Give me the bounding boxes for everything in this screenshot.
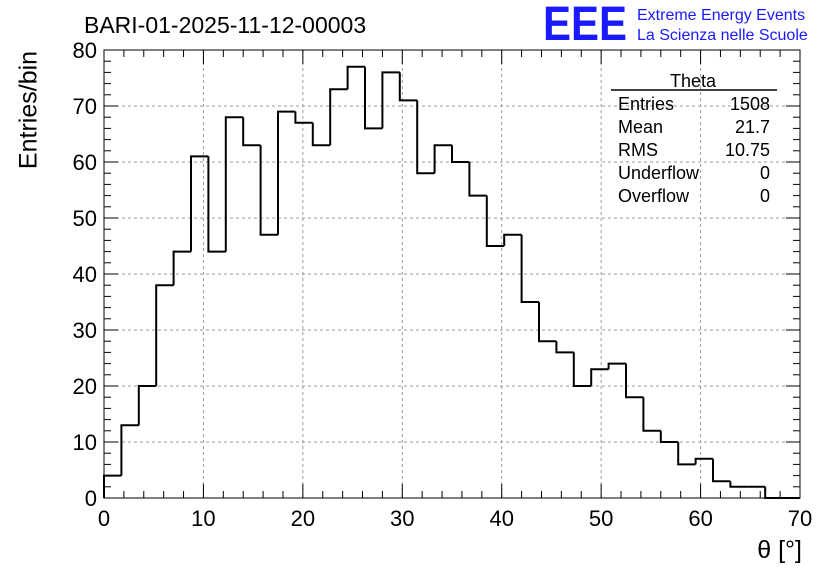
histogram-bin: [311, 122, 331, 147]
x-tick-label: 70: [788, 506, 812, 531]
histogram-bin: [224, 116, 244, 252]
stats-box: Theta Entries 1508 Mean 21.7 RMS 10.75 Underfl…: [611, 71, 777, 206]
histogram-bin: [346, 65, 365, 90]
histogram-bin: [433, 144, 452, 174]
stats-row-value: 21.7: [735, 117, 770, 137]
y-tick-label: 80: [73, 38, 97, 63]
y-tick-label: 50: [73, 206, 97, 231]
histogram-bin: [503, 233, 522, 246]
eee-brand: EEE Extreme Energy Events La Scienza nel…: [543, 0, 808, 51]
stats-title: Theta: [670, 71, 717, 91]
histogram-bin: [468, 162, 487, 197]
stats-row-label: RMS: [618, 140, 658, 160]
histogram-bin: [277, 110, 296, 235]
x-tick-labels: 0 10 20 30 40 50 60 70: [98, 506, 812, 531]
y-tick-label: 30: [73, 318, 97, 343]
brand-line-2: La Scienza nelle Scuole: [637, 27, 808, 44]
stats-row-label: Overflow: [618, 186, 690, 206]
histogram-bin: [625, 363, 644, 399]
histogram-bin: [155, 284, 174, 386]
plot-frame: [103, 49, 801, 499]
x-tick-label: 10: [191, 506, 215, 531]
stats-row-label: Underflow: [618, 163, 700, 183]
histogram-bin: [416, 100, 435, 175]
x-tick-label: 50: [589, 506, 613, 531]
y-axis-label: Entries/bin: [15, 51, 43, 169]
histogram-bin: [381, 71, 400, 129]
stats-row-value: 1508: [730, 94, 770, 114]
y-tick-label: 10: [73, 430, 97, 455]
histogram-bin: [364, 66, 383, 130]
histogram-bin: [694, 457, 713, 465]
histogram-bin: [259, 145, 278, 236]
histogram-bin: [329, 88, 348, 146]
stats-row-value: 0: [760, 186, 770, 206]
histogram-bin: [520, 234, 539, 303]
histogram-bin: [120, 424, 139, 476]
x-tick-label: 20: [291, 506, 315, 531]
histogram-series: [103, 65, 800, 499]
x-axis-label: θ [°]: [757, 536, 802, 564]
histogram-bin: [190, 155, 209, 252]
stats-row-value: 0: [760, 163, 770, 183]
histogram-bin: [451, 145, 470, 163]
chart-title: BARI-01-2025-11-12-00003: [84, 12, 366, 38]
y-tick-label: 20: [73, 374, 97, 399]
x-tick-label: 60: [688, 506, 712, 531]
x-tick-label: 40: [489, 506, 513, 531]
y-tick-label: 40: [73, 262, 97, 287]
histogram-bin: [207, 156, 226, 253]
histogram-bin: [398, 72, 418, 102]
histogram-bin: [712, 458, 731, 483]
x-tick-label: 0: [98, 506, 110, 531]
y-tick-label: 60: [73, 150, 97, 175]
histogram-bin: [555, 341, 574, 354]
y-tick-labels: 0 10 20 30 40 50 60 70 80: [73, 38, 97, 511]
histogram-bin: [607, 362, 626, 370]
stats-row-value: 10.75: [725, 140, 770, 160]
eee-logo-text: EEE: [543, 0, 627, 51]
histogram-bin: [485, 195, 505, 247]
histogram-bin: [659, 430, 679, 443]
histogram-bin: [137, 385, 157, 426]
histogram-bin: [572, 352, 592, 387]
stats-row-label: Entries: [618, 94, 674, 114]
stats-row-label: Mean: [618, 117, 663, 137]
histogram-bin: [729, 481, 748, 488]
histogram-bin: [642, 397, 661, 432]
histogram-bin: [538, 302, 557, 343]
histogram-bin: [677, 442, 696, 466]
y-tick-label: 0: [85, 486, 97, 511]
histogram-bin: [590, 368, 609, 386]
histogram-bin: [294, 111, 313, 124]
y-tick-label: 70: [73, 94, 97, 119]
brand-line-1: Extreme Energy Events: [637, 7, 805, 24]
histogram-bin: [172, 250, 191, 286]
grid-lines: [104, 50, 800, 498]
x-tick-label: 30: [390, 506, 414, 531]
histogram-bin: [242, 117, 261, 147]
